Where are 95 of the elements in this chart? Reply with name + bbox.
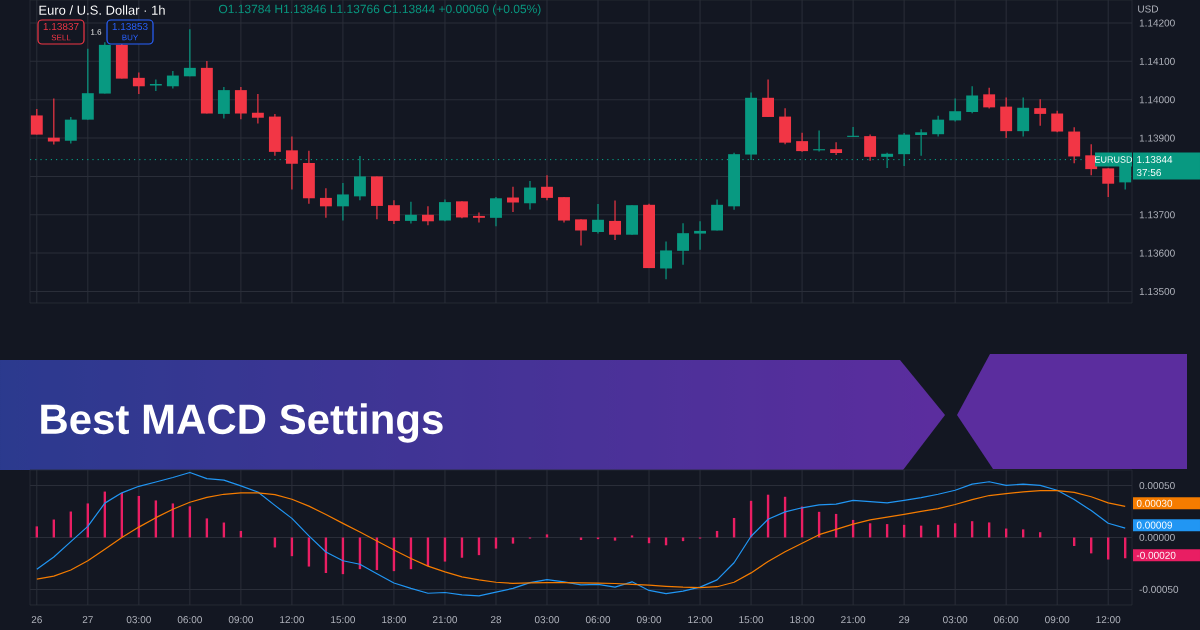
x-tick-label: 09:00 — [636, 616, 662, 624]
annotation: 1.13853 — [112, 22, 148, 31]
annotation: 1.13837 — [43, 22, 79, 31]
annotation: SELL — [51, 34, 71, 41]
candlestick — [966, 85, 979, 114]
candlestick — [898, 132, 911, 167]
candlestick — [149, 78, 162, 92]
candlestick — [47, 97, 60, 146]
text: 37:56 — [1136, 168, 1161, 177]
y-tick-label: 0.00000 — [1139, 533, 1175, 542]
text: 1.13844 — [1137, 155, 1173, 164]
bar — [1073, 537, 1076, 546]
candlestick — [677, 222, 689, 266]
candlestick — [558, 196, 570, 224]
candlestick — [319, 187, 332, 219]
candlestick — [575, 218, 587, 247]
candlestick — [1102, 167, 1115, 198]
candlestick — [404, 201, 417, 225]
candlestick — [796, 132, 809, 153]
candlestick — [694, 220, 706, 251]
candlestick — [285, 135, 298, 191]
candlestick — [217, 86, 230, 120]
x-tick-label: 15:00 — [739, 616, 764, 624]
annotation: BUY — [122, 34, 139, 41]
candlestick — [336, 182, 349, 222]
candlestick — [1017, 96, 1030, 138]
y-tick-label: 1.14100 — [1139, 57, 1175, 65]
x-tick-label: 29 — [899, 616, 910, 624]
candlestick — [387, 199, 400, 225]
candlestick — [183, 28, 196, 77]
bar — [613, 537, 617, 541]
y-tick-label: 1.13900 — [1139, 134, 1175, 142]
x-tick-label: 28 — [490, 616, 502, 624]
candlestick — [915, 128, 928, 157]
x-tick-label: 12:00 — [280, 616, 305, 624]
candlestick — [64, 116, 77, 145]
candlestick — [762, 78, 775, 118]
candlestick — [30, 108, 43, 136]
candlestick — [592, 203, 604, 235]
y-tick-label: -0.00050 — [1139, 585, 1179, 593]
candlestick — [251, 93, 264, 125]
x-tick-label: 06:00 — [994, 616, 1019, 624]
x-tick-label: 18:00 — [790, 616, 815, 624]
x-tick-label: 27 — [82, 616, 93, 624]
x-tick-label: 09:00 — [1045, 616, 1070, 624]
x-tick-label: 03:00 — [943, 616, 968, 624]
line-series — [36, 471, 1126, 597]
candlestick — [864, 134, 877, 162]
y-tick-label: 1.13500 — [1139, 287, 1175, 296]
candlestick — [830, 141, 843, 156]
x-tick-label: 03:00 — [126, 616, 151, 624]
y-tick-label: 1.13600 — [1139, 249, 1175, 257]
candlestick — [609, 199, 621, 241]
chart-subtitle: O1.13784 H1.13846 L1.13766 C1.13844 +0.00060 (+0.05%) — [218, 4, 541, 16]
x-tick-label: 12:00 — [688, 616, 713, 624]
ref-line-label: EURUSD — [1095, 156, 1133, 163]
candlestick — [881, 152, 894, 169]
candlestick — [932, 115, 945, 138]
x-tick-label: 26 — [31, 616, 42, 624]
candlestick — [473, 211, 485, 224]
text: -0.00020 — [1136, 551, 1176, 559]
x-tick-label: 09:00 — [228, 616, 254, 624]
candlestick — [234, 86, 247, 120]
candlestick — [524, 180, 536, 210]
candlestick — [132, 71, 145, 95]
text: 0.00030 — [1136, 499, 1173, 507]
bar — [511, 537, 515, 544]
candlestick — [490, 196, 502, 227]
x-tick-label: 18:00 — [382, 616, 407, 624]
candlestick — [422, 205, 434, 226]
text: Best MACD Settings — [41, 403, 443, 443]
candlestick — [660, 241, 672, 280]
y-axis-title: USD — [1138, 5, 1159, 13]
bar — [494, 537, 498, 549]
candlestick — [1034, 98, 1047, 127]
chart-title: Euro / U.S. Dollar · 1h — [39, 5, 165, 15]
candlestick — [541, 174, 553, 201]
x-tick-label: 12:00 — [1096, 616, 1121, 624]
candlestick — [353, 155, 366, 201]
x-tick-label: 06:00 — [585, 616, 611, 624]
y-tick-label: 0.00050 — [1139, 482, 1175, 490]
y-tick-label: 1.14200 — [1139, 19, 1175, 27]
y-tick-label: 1.14000 — [1139, 96, 1175, 104]
line-series — [36, 490, 1126, 589]
x-tick-label: 21:00 — [841, 616, 866, 624]
x-tick-label: 15:00 — [331, 616, 356, 624]
x-tick-label: 21:00 — [432, 616, 458, 624]
bar — [579, 537, 583, 540]
candlestick — [983, 87, 996, 110]
x-tick-label: 06:00 — [177, 616, 202, 624]
text: 0.00009 — [1136, 521, 1173, 529]
y-tick-label: 1.13700 — [1139, 211, 1175, 219]
x-tick-label: 03:00 — [534, 616, 560, 624]
annotation: 1.6 — [91, 29, 102, 35]
candlestick — [949, 97, 962, 123]
